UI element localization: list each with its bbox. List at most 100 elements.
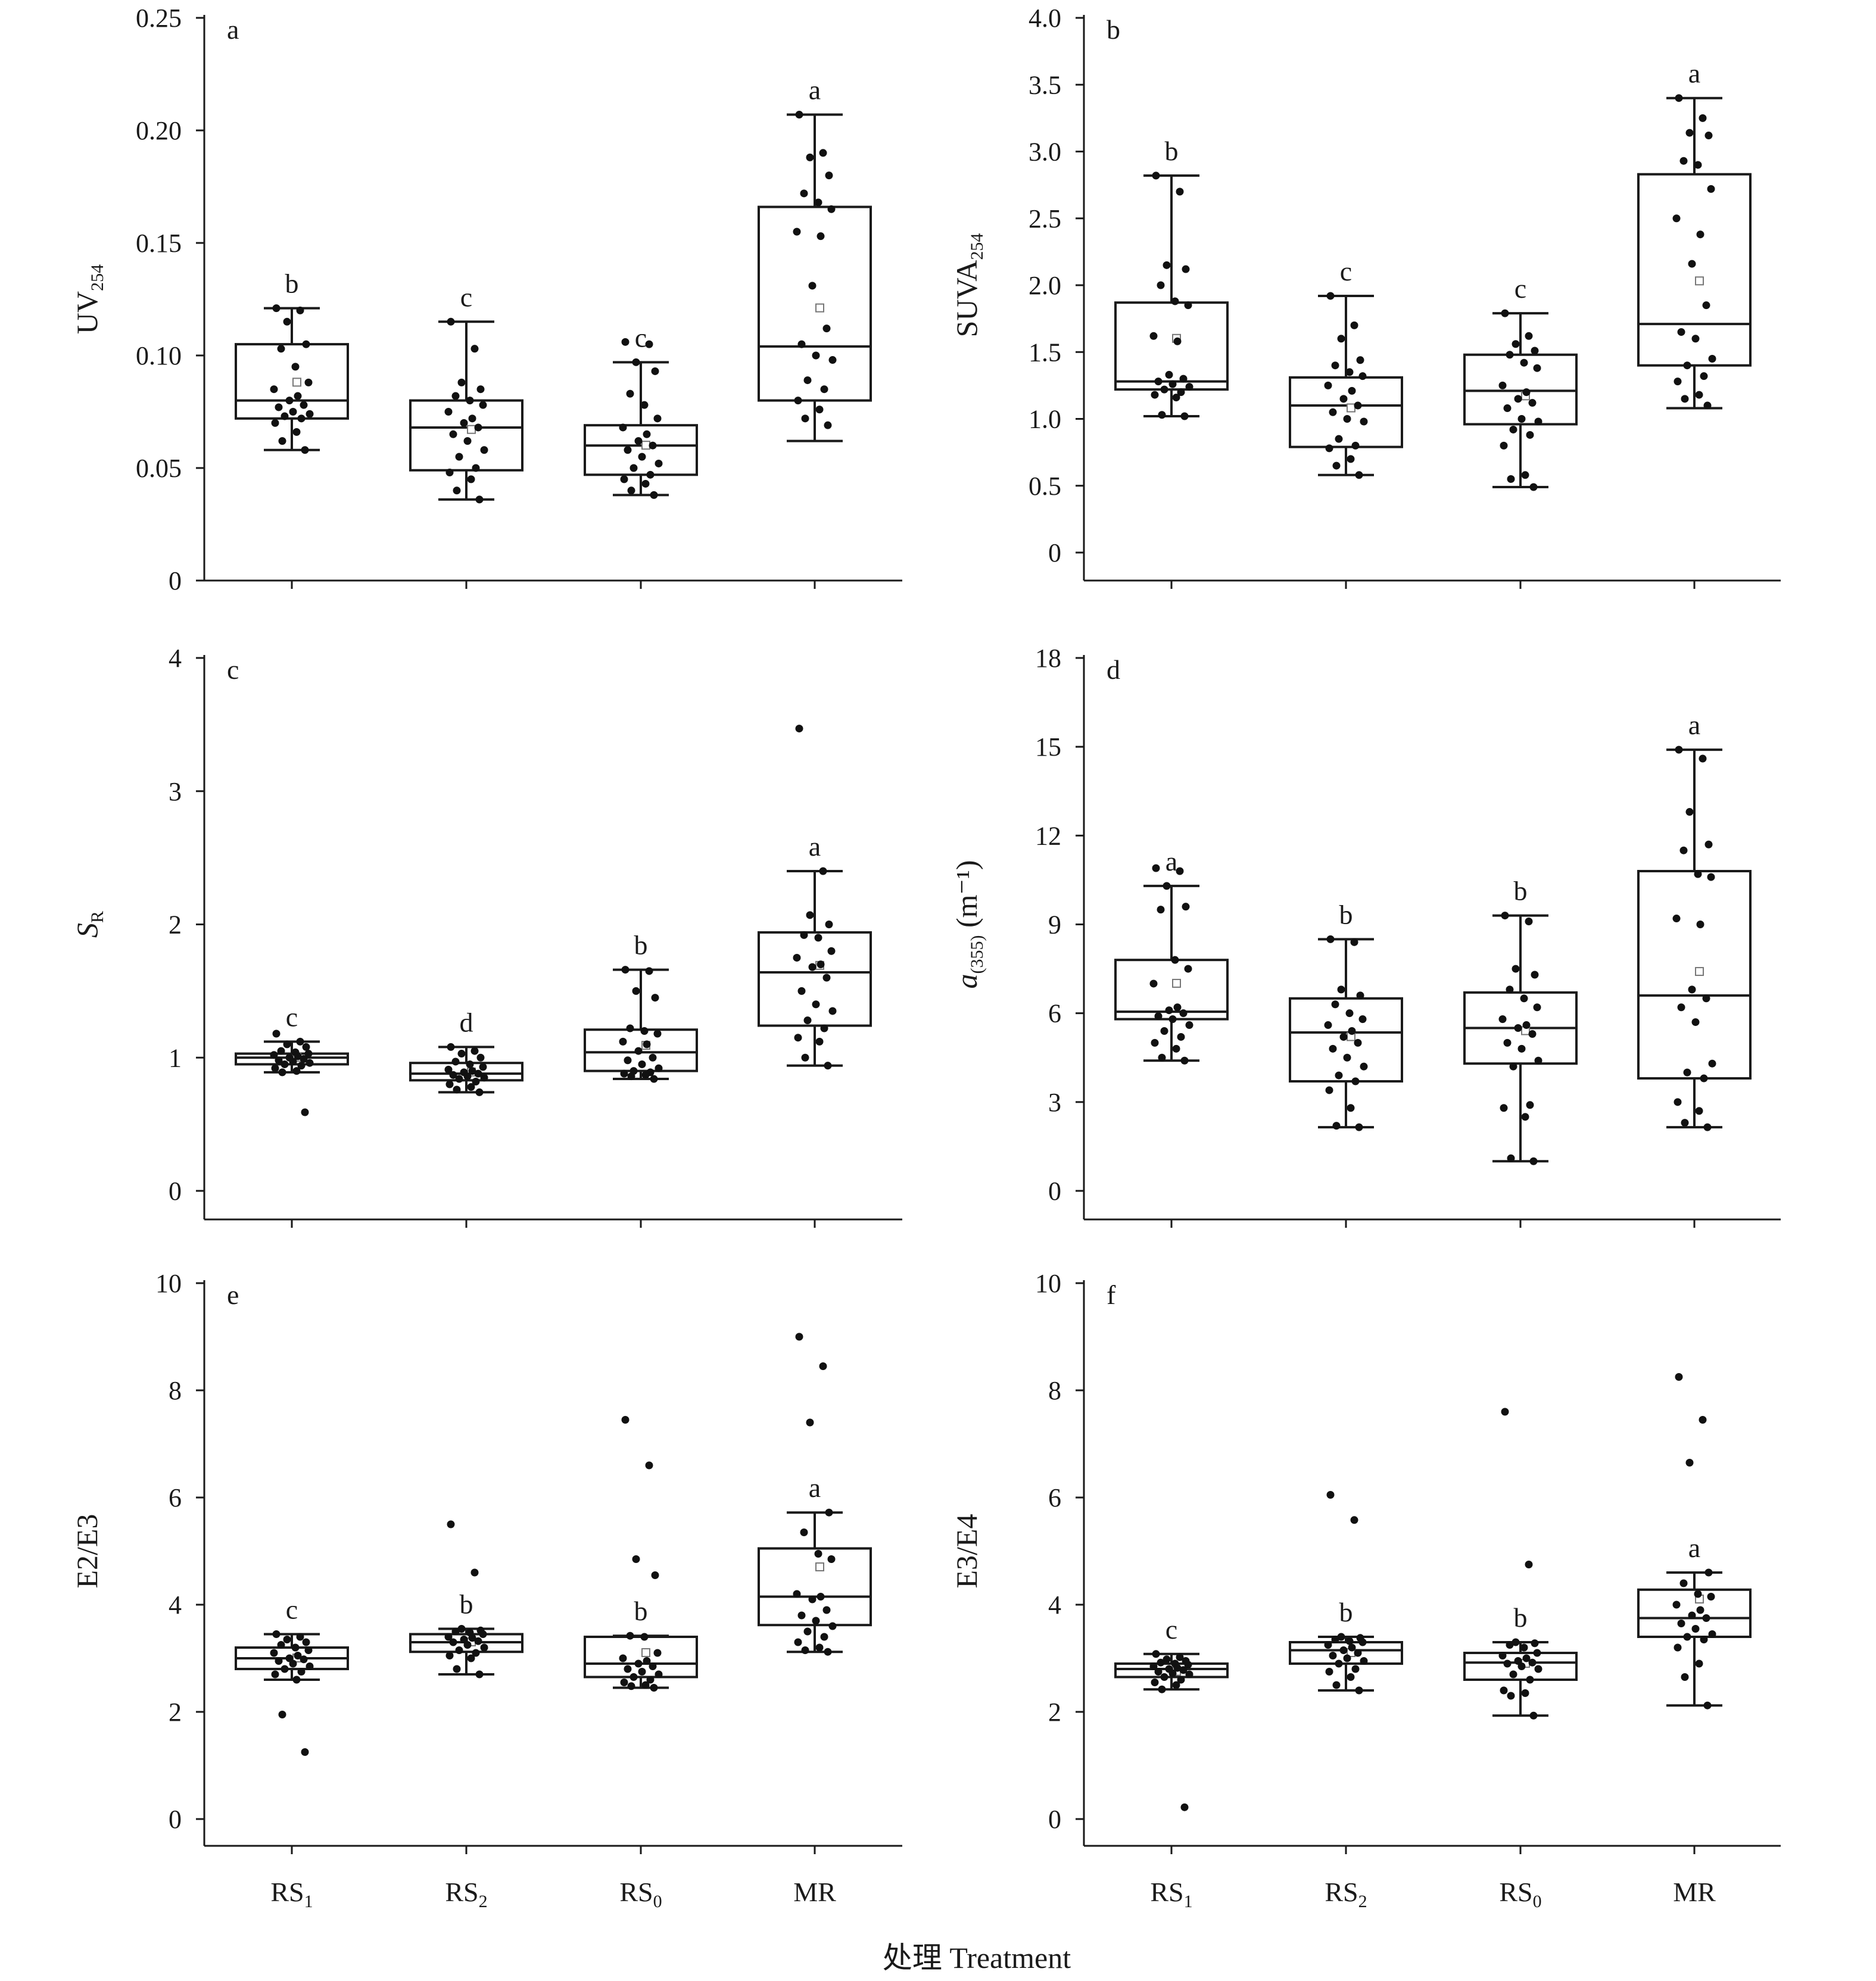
- data-point: [794, 397, 802, 405]
- data-point: [1533, 364, 1541, 372]
- data-point: [1152, 864, 1160, 872]
- data-point: [650, 491, 658, 499]
- data-point: [1324, 381, 1332, 389]
- data-point: [1163, 882, 1171, 890]
- data-point: [1163, 1655, 1171, 1664]
- iqr-box: [409, 399, 523, 472]
- data-point: [1522, 1021, 1531, 1030]
- data-point: [1512, 1638, 1520, 1646]
- data-point: [619, 423, 627, 432]
- data-point: [1702, 1614, 1710, 1622]
- data-point: [1149, 332, 1158, 340]
- data-point: [1498, 381, 1507, 389]
- data-point: [1506, 1641, 1514, 1649]
- data-point: [457, 1625, 466, 1633]
- data-point: [1360, 1062, 1368, 1071]
- data-point: [651, 994, 659, 1002]
- data-point: [1350, 321, 1358, 329]
- data-point: [1168, 1015, 1177, 1024]
- data-point: [447, 317, 455, 326]
- data-point: [808, 282, 817, 290]
- data-point: [1182, 265, 1190, 273]
- data-point: [289, 1057, 297, 1066]
- data-point: [1177, 1032, 1185, 1041]
- data-point: [1688, 985, 1696, 994]
- box-mr: a: [758, 75, 872, 589]
- y-tick-label: 2.5: [1029, 204, 1061, 233]
- box-mr: a: [1637, 58, 1752, 589]
- mean-marker: [815, 303, 824, 313]
- data-point: [820, 1633, 828, 1641]
- data-point: [272, 1030, 281, 1038]
- data-point: [277, 1047, 285, 1055]
- data-point: [296, 306, 304, 314]
- data-point: [301, 1748, 309, 1756]
- data-point: [815, 405, 824, 414]
- data-point: [1695, 1107, 1703, 1115]
- data-point: [646, 1676, 655, 1684]
- data-point: [1512, 340, 1520, 348]
- data-point: [620, 1679, 628, 1686]
- x-tick-label: RS2: [445, 1877, 487, 1911]
- data-point: [455, 453, 463, 461]
- data-point: [447, 1520, 455, 1528]
- box-mr: a MR: [758, 1333, 872, 1907]
- data-point: [444, 1633, 453, 1641]
- data-point: [1172, 1681, 1180, 1689]
- y-tick-label: 4: [1048, 1590, 1061, 1620]
- data-point: [1152, 1650, 1160, 1658]
- data-point: [1345, 1009, 1354, 1018]
- data-point: [1674, 378, 1682, 386]
- data-point: [453, 486, 461, 495]
- data-point: [794, 1638, 802, 1646]
- data-point: [300, 1655, 308, 1664]
- data-point: [1703, 1701, 1712, 1709]
- y-axis-label-main: a: [950, 974, 983, 989]
- box-rs0: c: [1463, 273, 1578, 589]
- x-tick-label-subscript: 0: [1533, 1892, 1542, 1911]
- data-point: [463, 1641, 472, 1649]
- data-point: [300, 1055, 308, 1063]
- data-point: [822, 974, 831, 982]
- data-point: [1179, 375, 1188, 383]
- x-tick-label-main: RS: [1150, 1877, 1183, 1907]
- data-point: [634, 1659, 643, 1668]
- y-tick-label: 0.15: [136, 229, 182, 258]
- data-point: [1672, 214, 1681, 223]
- data-point: [621, 1416, 630, 1424]
- y-tick-label: 4: [169, 1590, 182, 1620]
- box-rs2: c: [1289, 256, 1403, 589]
- y-tick-label: 6: [1048, 999, 1061, 1028]
- data-point: [1157, 281, 1165, 289]
- data-point: [1528, 1030, 1537, 1038]
- box-mr: a MR: [1637, 1373, 1752, 1907]
- data-point: [1158, 411, 1166, 419]
- x-tick-label-main: RS: [1499, 1877, 1532, 1907]
- significance-letter: b: [1514, 876, 1528, 906]
- data-point: [1694, 161, 1702, 169]
- data-point: [1173, 337, 1182, 345]
- data-point: [1354, 1038, 1362, 1047]
- data-point: [289, 1659, 297, 1668]
- data-point: [794, 1034, 802, 1042]
- data-point: [304, 1050, 313, 1058]
- data-point: [1507, 1154, 1515, 1162]
- data-point: [800, 931, 808, 939]
- data-point: [296, 1037, 304, 1046]
- data-point: [278, 437, 286, 445]
- data-point: [1528, 399, 1537, 407]
- data-point: [1675, 745, 1683, 754]
- data-point: [641, 1071, 650, 1079]
- data-point: [470, 1047, 479, 1055]
- data-point: [820, 385, 828, 394]
- data-point: [463, 437, 472, 445]
- data-point: [1704, 132, 1713, 140]
- significance-letter: c: [1340, 256, 1352, 286]
- data-point: [1691, 1625, 1700, 1633]
- data-point: [803, 376, 812, 385]
- data-point: [1700, 1636, 1708, 1643]
- data-point: [643, 1657, 651, 1665]
- y-tick-label: 3.0: [1029, 138, 1061, 167]
